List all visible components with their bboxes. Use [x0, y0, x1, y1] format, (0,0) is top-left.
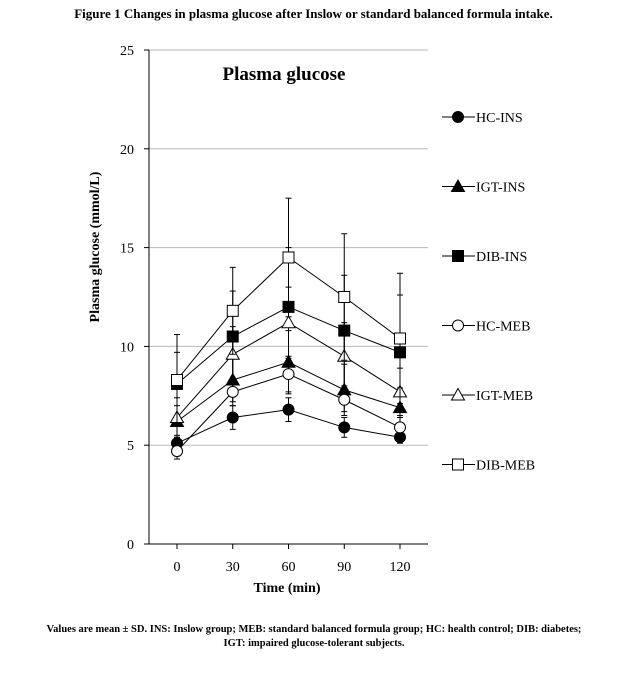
data-point	[171, 373, 183, 386]
series-dib-meb	[171, 197, 406, 426]
x-tick-label: 120	[390, 560, 411, 575]
legend-label: DIB-MEB	[476, 459, 535, 474]
data-point	[338, 291, 351, 303]
series-hc-ins	[171, 397, 406, 452]
legend-label: HC-INS	[476, 111, 523, 126]
legend-label: IGT-MEB	[476, 389, 533, 404]
legend-item-hc-ins: HC-INS	[442, 111, 523, 126]
data-point	[394, 332, 406, 345]
data-point	[281, 315, 296, 329]
legend-label: IGT-INS	[476, 181, 525, 196]
series-hc-meb	[171, 355, 406, 460]
legend-marker	[452, 458, 464, 471]
legend-marker	[452, 319, 464, 332]
x-tick-label: 90	[337, 560, 351, 575]
figure-title: Figure 1 Changes in plasma glucose after…	[74, 6, 553, 21]
data-point	[282, 403, 295, 416]
legend-item-igt-ins: IGT-INS	[442, 178, 525, 196]
legend-marker	[452, 250, 464, 262]
legend-marker	[452, 111, 464, 123]
legend-label: DIB-INS	[476, 250, 527, 265]
y-tick-label: 15	[120, 242, 134, 257]
y-tick-label: 10	[120, 340, 134, 355]
data-point	[282, 368, 295, 381]
x-tick-label: 60	[282, 560, 296, 575]
y-tick-label: 0	[127, 538, 134, 553]
legend: HC-INS IGT-INS DIB-INS HC-MEB IGT-MEB DIB-MEB	[442, 111, 535, 474]
legend-item-igt-meb: IGT-MEB	[442, 387, 533, 404]
legend-label: HC-MEB	[476, 320, 530, 335]
data-series	[169, 197, 408, 460]
data-point	[226, 304, 239, 317]
chart-title: Plasma glucose	[223, 64, 346, 85]
y-tick-label: 20	[120, 143, 134, 158]
data-point	[338, 393, 351, 406]
caption-line-2: IGT: impaired glucose-tolerant subjects.	[223, 638, 405, 649]
data-point	[282, 251, 295, 264]
data-point	[394, 421, 406, 434]
figure-caption: Values are mean ± SD. INS: Inslow group;…	[14, 623, 614, 651]
x-axis-label: Time (min)	[253, 581, 320, 596]
legend-item-dib-meb: DIB-MEB	[442, 458, 535, 474]
legend-item-dib-ins: DIB-INS	[442, 250, 527, 265]
data-point	[171, 445, 183, 458]
y-axis-label: Plasma glucose (mmol/L)	[88, 171, 103, 322]
x-tick-label: 30	[226, 560, 240, 575]
x-tick-label: 0	[174, 560, 181, 575]
data-point	[338, 421, 351, 434]
legend-marker	[450, 387, 466, 401]
y-tick-label: 5	[127, 439, 134, 454]
data-point	[226, 385, 239, 398]
data-point	[226, 411, 239, 424]
y-tick-label: 25	[120, 44, 134, 59]
axes: 0 5 10 15 20 25 0 30 60 90 120	[120, 44, 428, 575]
caption-line-1: Values are mean ± SD. INS: Inslow group;…	[46, 624, 582, 635]
legend-marker	[450, 178, 466, 192]
legend-item-hc-meb: HC-MEB	[442, 319, 530, 335]
